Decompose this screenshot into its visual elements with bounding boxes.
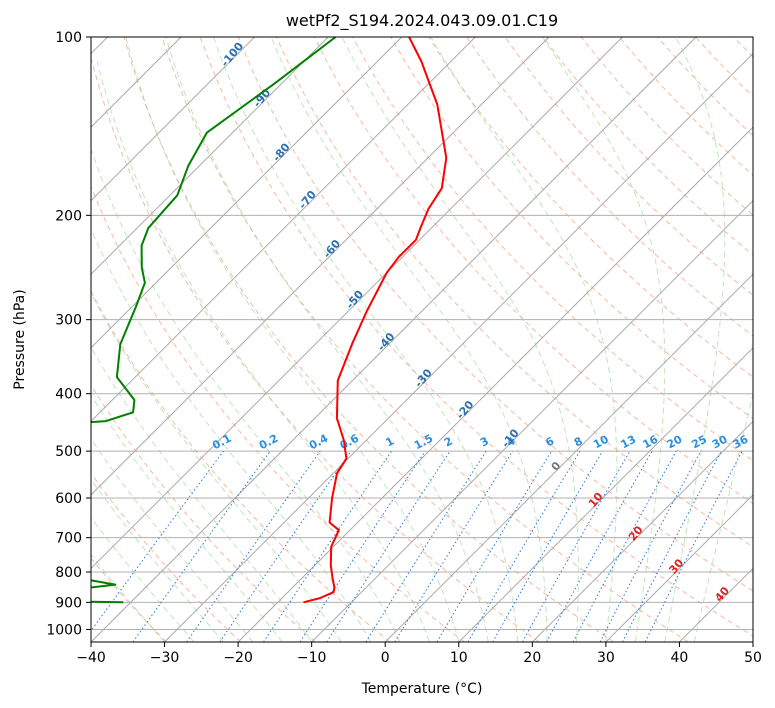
dry-adiabat-line [390, 37, 753, 420]
y-tick-label: 300 [55, 313, 82, 329]
temperature-line [303, 37, 448, 604]
x-tick-label: −20 [223, 650, 253, 666]
mixing-ratio-line [522, 450, 631, 642]
x-tick-label: 0 [381, 650, 390, 666]
x-tick-label: 10 [450, 650, 468, 666]
x-tick-label: −10 [297, 650, 327, 666]
isotherm-line [531, 420, 753, 642]
y-tick-label: 400 [55, 387, 82, 403]
isotherm-line [311, 199, 753, 642]
moist-adiabat-line [91, 147, 401, 642]
dry-adiabats [91, 37, 753, 642]
isotherm-line [605, 494, 753, 642]
moist-adiabat-line [664, 37, 726, 642]
x-tick-label: 20 [523, 650, 541, 666]
moist-adiabat-line [91, 291, 342, 642]
isotherm-line [458, 347, 753, 642]
isotherm-line [91, 37, 403, 349]
dry-adiabat-line [91, 55, 540, 642]
mixing-ratio-label: 36 [731, 433, 751, 452]
isotherm-line [164, 52, 753, 642]
mixing-ratio-line [219, 450, 352, 642]
moist-adiabat-line [270, 37, 548, 642]
isotherm-line [91, 37, 476, 423]
moist-adiabat-line [165, 37, 489, 642]
y-tick-label: 900 [55, 595, 82, 611]
isotherms [91, 37, 753, 642]
mixing-ratio-line [572, 450, 677, 642]
moist-adiabat-line [125, 37, 460, 642]
x-tick-label: 30 [597, 650, 615, 666]
moist-adiabat-line [693, 391, 753, 642]
y-tick-label: 600 [55, 491, 82, 507]
x-axis-ticks: −40 −30 −20 −10 0 10 20 30 40 50 [76, 642, 762, 666]
mixing-ratio-label: 10 [591, 433, 611, 452]
dry-adiabat-line [91, 384, 316, 642]
y-tick-label: 500 [55, 444, 82, 460]
isotherm-line [237, 126, 753, 642]
x-axis-label: Temperature (°C) [361, 681, 483, 697]
dry-adiabat-line [91, 557, 167, 642]
isotherm-line [91, 37, 329, 275]
isotherm-line [91, 37, 256, 202]
mixing-ratio-lines [91, 450, 743, 642]
mixing-ratio-label: 25 [689, 433, 709, 452]
y-axis-ticks: 100 200 300 400 500 600 700 800 900 1000 [46, 30, 91, 638]
dry-adiabat-line [504, 37, 753, 296]
isotherm-line [91, 37, 697, 642]
moist-adiabat-line [542, 37, 666, 642]
chart-title: wetPf2_S194.2024.043.09.01.C19 [286, 11, 558, 31]
dry-adiabat-line [352, 37, 753, 462]
dry-adiabat-line [91, 472, 242, 642]
mixing-ratio-label: 20 [665, 433, 685, 452]
moist-adiabat-line [341, 37, 579, 642]
dry-adiabat-line [275, 37, 753, 548]
mixing-ratio-line [326, 450, 451, 642]
dry-adiabat-line [466, 37, 753, 337]
mixing-ratio-line [644, 450, 743, 642]
dry-adiabat-line [91, 185, 465, 642]
y-axis-label: Pressure (hPa) [12, 289, 28, 389]
mixing-ratio-line [299, 450, 426, 642]
isobars [91, 37, 753, 630]
isotherm-line [91, 37, 550, 496]
plot-frame [90, 36, 754, 643]
y-tick-label: 1000 [46, 622, 82, 638]
dewpoint-line [91, 37, 337, 604]
mixing-ratio-line [394, 450, 514, 642]
moist-adiabat-line [91, 227, 371, 642]
mixing-ratio-line [91, 450, 224, 632]
dry-adiabat-line [91, 290, 391, 642]
y-tick-label: 100 [55, 30, 82, 46]
x-tick-label: 50 [744, 650, 762, 666]
moist-adiabat-line [430, 37, 618, 642]
mixing-ratio-label: 13 [619, 433, 639, 452]
dry-adiabat-line [237, 37, 753, 592]
x-tick-label: −30 [150, 650, 180, 666]
mixing-ratio-label: 30 [710, 433, 730, 452]
mixing-ratio-line [546, 450, 653, 642]
y-tick-label: 200 [55, 208, 82, 224]
dry-adiabat-line [123, 37, 614, 642]
x-tick-label: −40 [76, 650, 106, 666]
mixing-ratio-line [132, 450, 271, 642]
dry-adiabat-line [314, 37, 753, 505]
y-tick-label: 800 [55, 565, 82, 581]
moist-adiabat-line [91, 438, 254, 642]
isotherm-line [384, 273, 753, 642]
isotherm-line [91, 37, 623, 570]
moist-adiabat-line [213, 37, 519, 642]
sounding-traces [91, 37, 448, 604]
moist-adiabat-line [96, 61, 430, 642]
mixing-ratio-line [186, 450, 321, 642]
dry-adiabat-line [161, 37, 689, 642]
x-tick-label: 40 [671, 650, 689, 666]
y-tick-label: 700 [55, 531, 82, 547]
mixing-ratio-line [263, 450, 392, 642]
mixing-ratio-label: 16 [641, 433, 661, 452]
